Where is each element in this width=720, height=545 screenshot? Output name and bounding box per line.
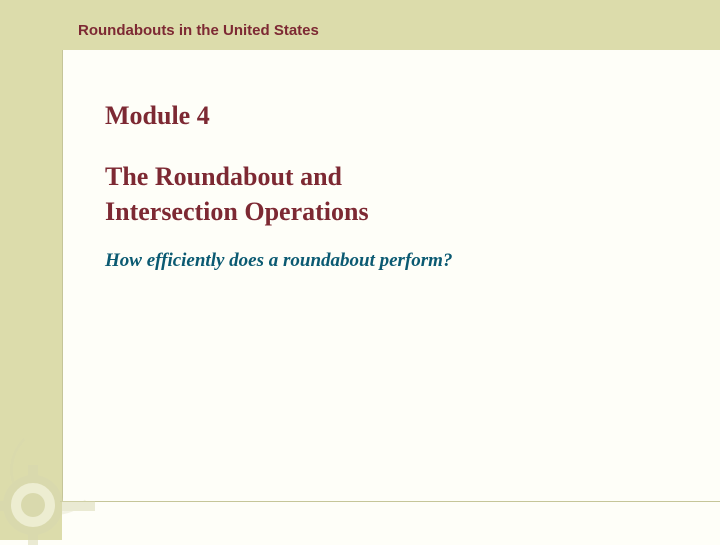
header-title: Roundabouts in the United States <box>78 22 319 39</box>
subtitle-text: How efficiently does a roundabout perfor… <box>105 250 452 272</box>
module-title: Module 4 The Roundabout and Intersection… <box>105 98 369 229</box>
title-line-2: Intersection Operations <box>105 194 369 229</box>
roundabout-icon <box>0 445 95 545</box>
module-number: Module 4 <box>105 98 369 133</box>
title-line-1: The Roundabout and <box>105 159 369 194</box>
bottom-divider <box>60 501 720 502</box>
